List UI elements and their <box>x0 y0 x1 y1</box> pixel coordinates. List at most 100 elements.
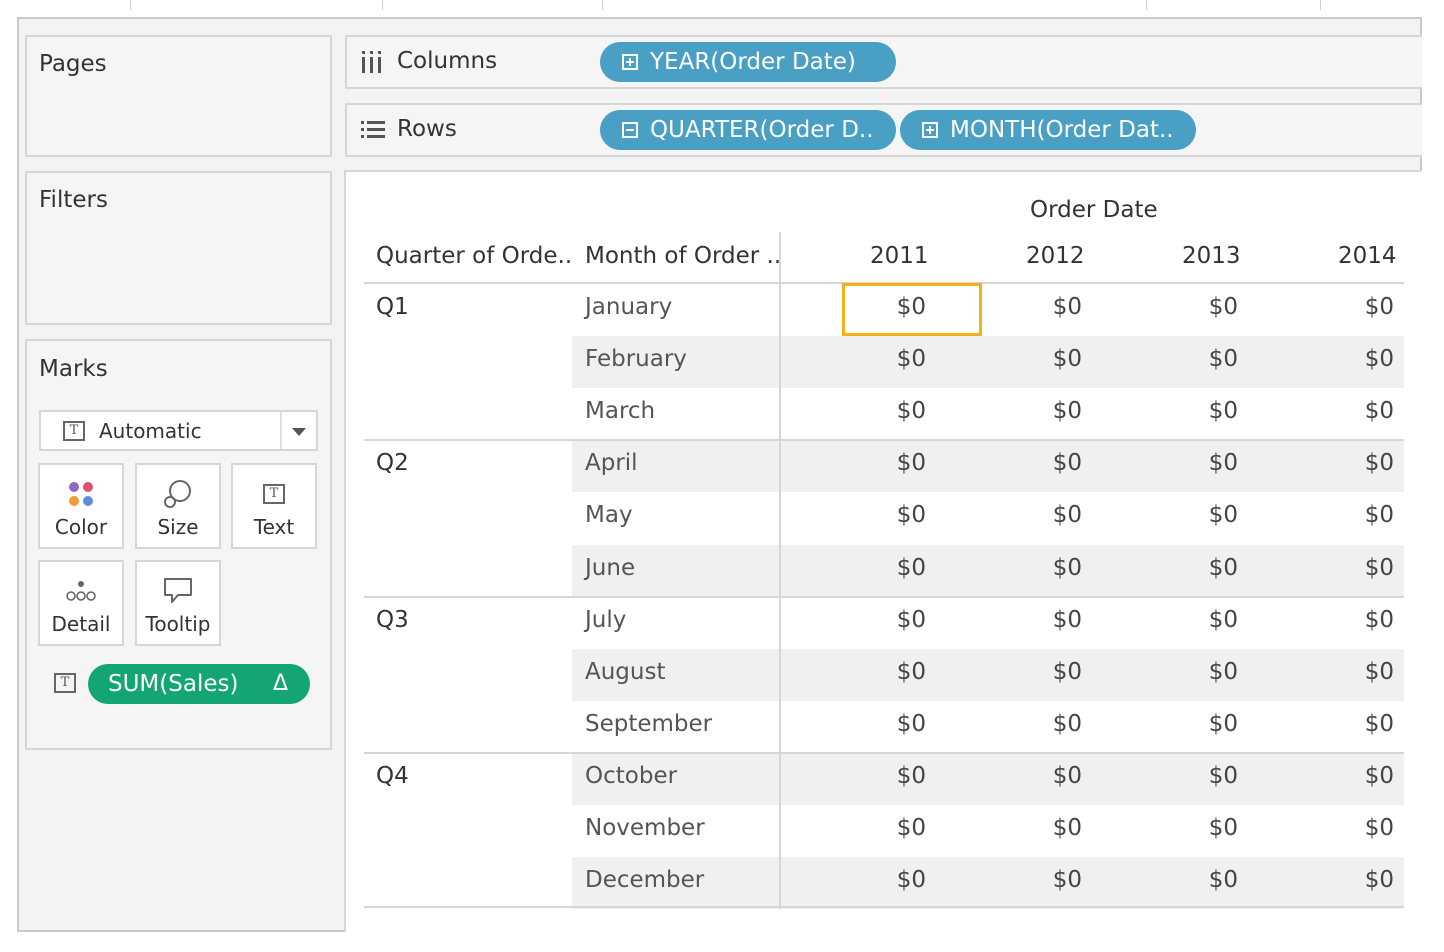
detail-icon <box>40 576 122 606</box>
sales-cell[interactable]: $0 <box>1208 606 1238 633</box>
text-button[interactable]: T Text <box>231 463 317 549</box>
tooltip-button[interactable]: Tooltip <box>135 560 221 646</box>
rows-shelf-label: Rows <box>345 103 597 157</box>
tooltip-icon <box>137 576 219 606</box>
sales-cell[interactable]: $0 <box>1208 398 1238 425</box>
sales-cell[interactable]: $0 <box>1052 658 1082 685</box>
sales-cell[interactable]: $0 <box>1208 658 1238 685</box>
pages-card[interactable]: Pages <box>25 35 332 157</box>
columns-label: Columns <box>397 48 498 74</box>
sales-cell[interactable]: $0 <box>1364 554 1394 581</box>
sales-cell[interactable]: $0 <box>1208 450 1238 477</box>
sales-cell[interactable]: $0 <box>1052 346 1082 373</box>
row-header-label: Quarter of Orde.. <box>376 243 573 269</box>
sales-cell[interactable]: $0 <box>1052 867 1082 894</box>
month-label: January <box>585 294 673 320</box>
year-header: 2013 <box>1182 243 1241 269</box>
sales-cell[interactable]: $0 <box>1052 294 1082 320</box>
filters-card[interactable]: Filters <box>25 171 332 325</box>
expand-icon[interactable] <box>922 122 938 138</box>
header-divider <box>779 232 781 909</box>
sales-cell[interactable]: $0 <box>896 346 926 373</box>
sales-cell[interactable]: $0 <box>1364 762 1394 789</box>
sales-cell[interactable]: $0 <box>1364 710 1394 737</box>
sales-cell[interactable]: $0 <box>1052 398 1082 425</box>
sales-cell[interactable]: $0 <box>1364 450 1394 477</box>
selected-cell-highlight[interactable] <box>842 283 982 336</box>
sales-cell[interactable]: $0 <box>896 815 926 841</box>
sales-cell[interactable]: $0 <box>896 658 926 685</box>
detail-button[interactable]: Detail <box>38 560 124 646</box>
sales-cell[interactable]: $0 <box>896 867 926 894</box>
year-header: 2014 <box>1338 243 1397 269</box>
columns-icon <box>361 50 383 78</box>
collapse-icon[interactable] <box>622 122 638 138</box>
color-button[interactable]: Color <box>38 463 124 549</box>
year-order-date-pill[interactable]: YEAR(Order Date) <box>600 42 896 82</box>
month-label: July <box>585 606 627 633</box>
sales-cell[interactable]: $0 <box>1208 815 1238 841</box>
sales-cell[interactable]: $0 <box>896 606 926 633</box>
sales-cell[interactable]: $0 <box>1364 294 1394 320</box>
sales-cell[interactable]: $0 <box>1052 502 1082 529</box>
top-ruler <box>0 0 1444 10</box>
sales-cell[interactable]: $0 <box>896 398 926 425</box>
pages-title: Pages <box>39 51 107 77</box>
sales-cell[interactable]: $0 <box>1208 502 1238 529</box>
color-label: Color <box>54 515 108 539</box>
sales-cell[interactable]: $0 <box>1208 762 1238 789</box>
size-icon <box>137 479 219 509</box>
sales-cell[interactable]: $0 <box>1208 867 1238 894</box>
sales-cell[interactable]: $0 <box>896 502 926 529</box>
sales-cell[interactable]: $0 <box>896 710 926 737</box>
sales-cell[interactable]: $0 <box>1208 710 1238 737</box>
month-label: August <box>585 658 666 685</box>
sales-cell[interactable]: $0 <box>1052 450 1082 477</box>
filters-title: Filters <box>39 187 108 213</box>
sales-cell[interactable]: $0 <box>1208 554 1238 581</box>
sales-cell[interactable]: $0 <box>1364 658 1394 685</box>
size-button[interactable]: Size <box>135 463 221 549</box>
sales-cell[interactable]: $0 <box>1364 606 1394 633</box>
row-band <box>572 544 1404 597</box>
sales-cell[interactable]: $0 <box>1208 294 1238 320</box>
sales-cell[interactable]: $0 <box>1364 398 1394 425</box>
sales-cell[interactable]: $0 <box>896 294 926 320</box>
sales-cell[interactable]: $0 <box>896 762 926 789</box>
column-header-title: Order Date <box>1030 197 1158 223</box>
sales-cell[interactable]: $0 <box>1052 815 1082 841</box>
size-label: Size <box>157 515 199 539</box>
month-label: April <box>585 450 638 477</box>
month-order-date-pill[interactable]: MONTH(Order Dat.. <box>900 110 1196 150</box>
expand-icon[interactable] <box>622 54 638 70</box>
month-label: February <box>585 346 687 373</box>
sales-cell[interactable]: $0 <box>896 450 926 477</box>
mark-type-value: Automatic <box>99 419 202 443</box>
detail-label: Detail <box>51 612 111 636</box>
sales-cell[interactable]: $0 <box>896 554 926 581</box>
quarter-label: Q4 <box>376 762 409 789</box>
sales-cell[interactable]: $0 <box>1208 346 1238 373</box>
mark-type-dropdown[interactable]: T Automatic <box>39 410 318 451</box>
row-header-label: Month of Order .. <box>585 243 782 269</box>
sales-cell[interactable]: $0 <box>1052 710 1082 737</box>
sales-cell[interactable]: $0 <box>1364 815 1394 841</box>
rows-icon <box>361 120 385 144</box>
row-band <box>572 648 1404 701</box>
quarter-order-date-pill[interactable]: QUARTER(Order D.. <box>600 110 896 150</box>
sales-cell[interactable]: $0 <box>1364 867 1394 894</box>
sales-cell[interactable]: $0 <box>1364 502 1394 529</box>
month-label: December <box>585 867 705 894</box>
sales-cell[interactable]: $0 <box>1052 762 1082 789</box>
chevron-down-icon[interactable] <box>292 428 306 436</box>
table-bottom-line <box>364 906 1404 908</box>
sales-cell[interactable]: $0 <box>1052 554 1082 581</box>
year-header: 2011 <box>870 243 929 269</box>
sales-cell[interactable]: $0 <box>1364 346 1394 373</box>
text-encoding-icon[interactable]: T <box>54 673 76 693</box>
text-icon: T <box>233 479 315 509</box>
month-label: June <box>585 554 636 581</box>
sales-cell[interactable]: $0 <box>1052 606 1082 633</box>
sum-sales-pill[interactable]: SUM(Sales) Δ <box>88 664 310 704</box>
quarter-divider <box>364 751 1404 754</box>
